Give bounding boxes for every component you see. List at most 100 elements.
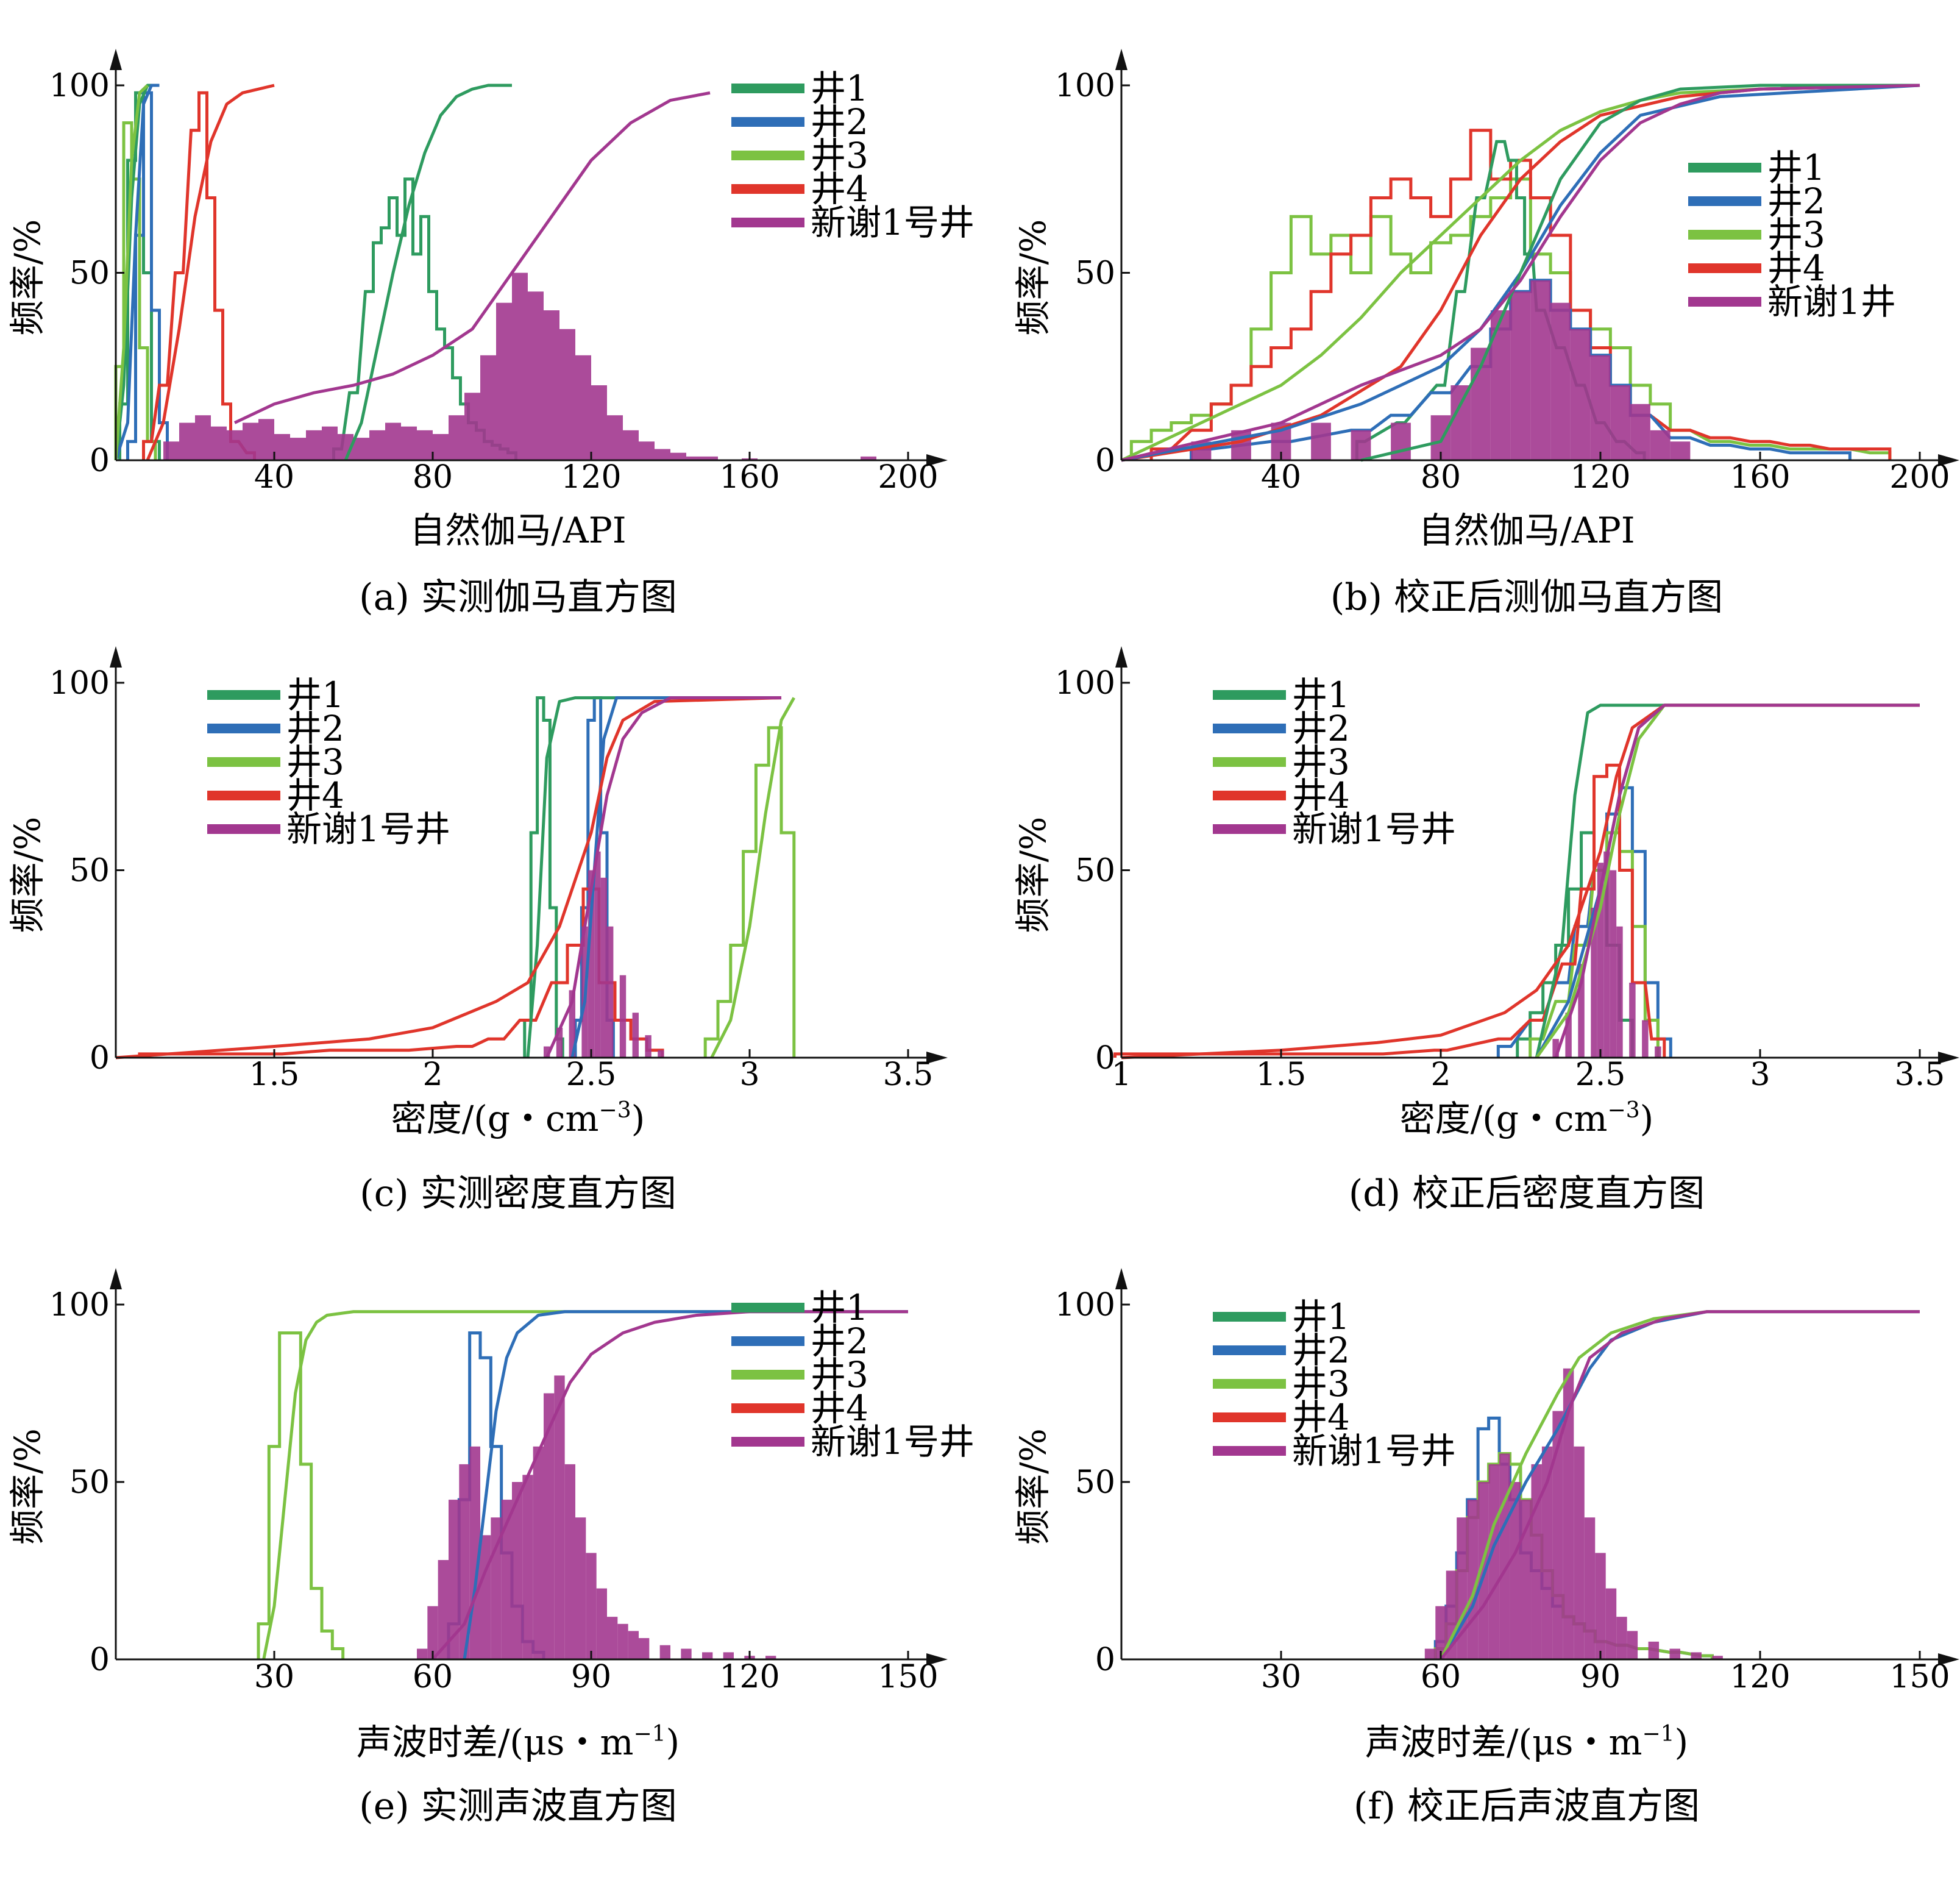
y-tick-label: 50 bbox=[69, 255, 110, 292]
x-tick-label: 3.5 bbox=[1895, 1056, 1945, 1093]
cumulative-curve-新谢1号井-2 bbox=[431, 1310, 908, 1661]
y-tick-label: 0 bbox=[1095, 1642, 1115, 1678]
cumulative-curve-井1-0 bbox=[1535, 703, 1920, 1058]
hist-bar-新谢1号井 bbox=[564, 1464, 575, 1659]
legend-swatch bbox=[1688, 196, 1761, 206]
hist-bar-新谢1号井 bbox=[594, 851, 601, 1058]
cumulative-curve-井2-1 bbox=[570, 696, 781, 1058]
legend-label: 新谢1号井 bbox=[1292, 1430, 1456, 1472]
panel-caption: (d) 校正后密度直方图 bbox=[1349, 1172, 1705, 1215]
x-axis-arrow-icon bbox=[926, 454, 948, 466]
hist-bar-新谢1号井 bbox=[522, 1475, 533, 1659]
hist-outline-井4-3 bbox=[138, 887, 664, 1058]
hist-bar-新谢1井 bbox=[1630, 404, 1650, 460]
legend-swatch bbox=[1213, 1412, 1286, 1422]
hist-outline-井4-3 bbox=[1113, 763, 1666, 1058]
legend-label: 井2 bbox=[1292, 1330, 1350, 1371]
hist-bar-新谢1号井 bbox=[1605, 1588, 1617, 1659]
x-tick-label: 120 bbox=[1730, 1659, 1790, 1695]
legend-swatch bbox=[731, 1370, 804, 1380]
hist-bar-新谢1号井 bbox=[464, 393, 480, 460]
hist-bar-新谢1号井 bbox=[1488, 1464, 1500, 1659]
hist-bar-新谢1号井 bbox=[1603, 851, 1610, 1058]
hist-bar-新谢1号井 bbox=[670, 452, 686, 460]
hist-bar-新谢1井 bbox=[1570, 329, 1591, 460]
hist-bar-新谢1号井 bbox=[632, 1013, 639, 1058]
x-axis-label: 声波时差/(μs・m−1) bbox=[357, 1722, 680, 1763]
hist-bar-新谢1号井 bbox=[501, 1500, 512, 1659]
x-tick-label: 30 bbox=[254, 1659, 294, 1695]
y-tick-label: 50 bbox=[69, 1464, 110, 1501]
cumulative-curve-井1-0 bbox=[114, 84, 155, 461]
hist-bar-新谢1井 bbox=[1510, 291, 1531, 460]
y-tick-label: 100 bbox=[1055, 68, 1115, 104]
hist-bar-新谢1号井 bbox=[645, 1035, 652, 1058]
hist-bar-新谢1号井 bbox=[723, 1652, 734, 1659]
legend-swatch bbox=[1688, 297, 1761, 307]
hist-bar-新谢1号井 bbox=[1478, 1482, 1489, 1659]
x-tick-label: 80 bbox=[413, 459, 453, 496]
legend-swatch bbox=[731, 1303, 804, 1312]
legend-label: 新谢1号井 bbox=[811, 1421, 975, 1462]
legend-swatch bbox=[731, 151, 804, 160]
legend-label: 井3 bbox=[286, 741, 344, 783]
hist-bar-新谢1号井 bbox=[1655, 1046, 1661, 1058]
hist-bar-新谢1号井 bbox=[1574, 1446, 1585, 1659]
hist-bar-新谢1号井 bbox=[559, 329, 575, 460]
panel-caption: (f) 校正后声波直方图 bbox=[1354, 1785, 1700, 1828]
hist-bar-新谢1号井 bbox=[459, 1464, 470, 1659]
panel-caption: (c) 实测密度直方图 bbox=[360, 1172, 676, 1215]
hist-bar-新谢1号井 bbox=[512, 272, 528, 460]
chart-panel-d: 1 1.5 2 2.5 3 3.5 0 50 100 频率/% 密度/(g・cm−3) (d) 校正后… bbox=[1012, 646, 1959, 1215]
hist-bar-新谢1号井 bbox=[496, 302, 512, 460]
x-tick-label: 2.5 bbox=[566, 1056, 617, 1093]
hist-bar-新谢1号井 bbox=[569, 990, 575, 1058]
chart-panel-b: 40 80 120 160 200 0 50 100 频率/% 自然伽马/API (b) 校正后测伽… bbox=[1012, 49, 1959, 619]
hist-bar-新谢1号井 bbox=[600, 877, 607, 1058]
legend-label: 井3 bbox=[811, 135, 868, 176]
y-tick-label: 100 bbox=[49, 68, 110, 104]
hist-bar-新谢1号井 bbox=[575, 355, 591, 460]
y-axis-arrow-icon bbox=[110, 49, 122, 70]
y-axis-arrow-icon bbox=[110, 646, 122, 668]
legend-swatch bbox=[731, 117, 804, 127]
x-tick-label: 30 bbox=[1261, 1659, 1301, 1695]
y-tick-label: 100 bbox=[1055, 1287, 1115, 1323]
hist-bar-新谢1号井 bbox=[861, 456, 876, 460]
legend-label: 井3 bbox=[811, 1354, 868, 1395]
hist-bar-新谢1号井 bbox=[1499, 1453, 1510, 1659]
hist-bar-新谢1号井 bbox=[306, 430, 322, 460]
hist-bar-新谢1号井 bbox=[1627, 1631, 1638, 1659]
hist-bar-新谢1号井 bbox=[369, 430, 385, 460]
x-tick-label: 2 bbox=[422, 1056, 442, 1093]
y-tick-label: 0 bbox=[90, 443, 110, 479]
legend-swatch bbox=[731, 1403, 804, 1413]
hist-bar-新谢1号井 bbox=[163, 441, 179, 460]
hist-bar-新谢1号井 bbox=[449, 415, 464, 460]
hist-bar-新谢1号井 bbox=[179, 422, 195, 460]
hist-bar-新谢1号井 bbox=[765, 1656, 776, 1659]
hist-bar-新谢1号井 bbox=[449, 1500, 460, 1659]
hist-bar-新谢1号井 bbox=[274, 433, 290, 460]
hist-bar-新谢1井 bbox=[1670, 441, 1691, 460]
cumulative-curve-新谢1号井-2 bbox=[1440, 1310, 1920, 1661]
legend-label: 井4 bbox=[811, 1387, 868, 1429]
x-axis-arrow-icon bbox=[926, 1052, 948, 1064]
x-tick-label: 60 bbox=[413, 1659, 453, 1695]
hist-bar-新谢1号井 bbox=[586, 1553, 597, 1659]
legend-swatch bbox=[1213, 791, 1286, 800]
y-axis-label: 频率/% bbox=[7, 219, 48, 336]
hist-bar-新谢1号井 bbox=[544, 1046, 550, 1058]
hist-bar-新谢1号井 bbox=[658, 1050, 664, 1058]
y-axis-arrow-icon bbox=[1115, 646, 1127, 668]
hist-bar-新谢1号井 bbox=[1591, 908, 1597, 1058]
legend-swatch bbox=[1213, 724, 1286, 733]
legend-swatch bbox=[207, 791, 280, 800]
legend-swatch bbox=[731, 218, 804, 227]
x-axis-label: 自然伽马/API bbox=[410, 510, 626, 551]
legend-swatch bbox=[1213, 1379, 1286, 1389]
hist-bar-新谢1号井 bbox=[1510, 1482, 1521, 1659]
